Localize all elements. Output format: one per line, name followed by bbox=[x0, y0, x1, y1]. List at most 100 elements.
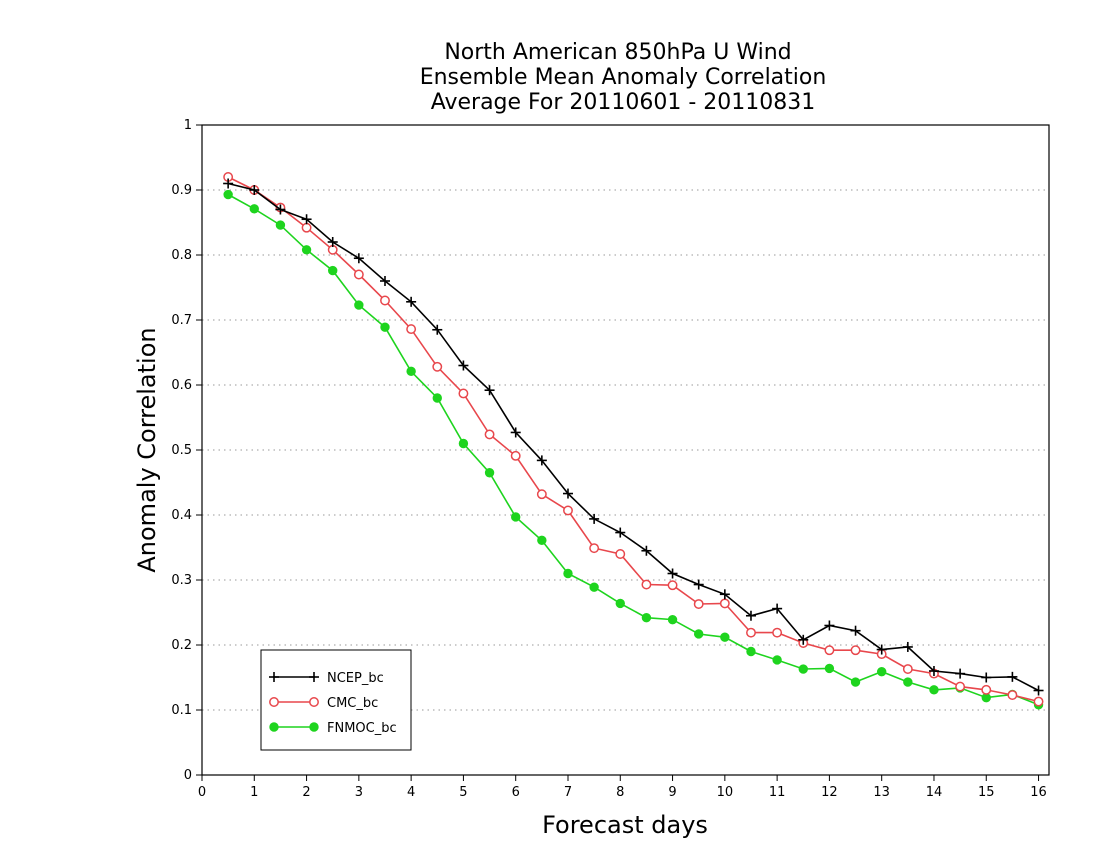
x-tick-label: 10 bbox=[717, 785, 734, 800]
y-tick-label: 0 bbox=[184, 768, 192, 783]
data-point-cmc-bc bbox=[850, 645, 861, 656]
series-layer bbox=[223, 172, 1044, 710]
data-point-cmc-bc bbox=[380, 295, 390, 306]
data-point-ncep-bc bbox=[615, 527, 626, 538]
chart-title-line-3: Average For 20110601 - 20110831 bbox=[431, 90, 816, 115]
data-point-fnmoc-bc bbox=[537, 535, 547, 546]
series-line-ncep-bc bbox=[227, 182, 1039, 692]
legend-marker-cmc-bc bbox=[309, 697, 319, 707]
x-tick-label: 3 bbox=[355, 785, 363, 800]
data-point-cmc-bc bbox=[615, 549, 626, 559]
data-point-cmc-bc bbox=[1007, 690, 1018, 700]
data-point-fnmoc-bc bbox=[380, 322, 390, 332]
data-point-fnmoc-bc bbox=[903, 677, 913, 687]
data-point-ncep-bc bbox=[353, 253, 364, 264]
data-point-ncep-bc bbox=[641, 545, 652, 556]
series-cmc-bc bbox=[223, 172, 1044, 707]
data-point-ncep-bc bbox=[824, 620, 835, 631]
data-point-fnmoc-bc bbox=[746, 646, 756, 657]
data-point-ncep-bc bbox=[301, 214, 312, 225]
x-tick-label: 16 bbox=[1030, 785, 1047, 800]
data-point-fnmoc-bc bbox=[720, 632, 730, 642]
x-tick-label: 7 bbox=[564, 785, 572, 800]
data-point-cmc-bc bbox=[484, 429, 495, 440]
x-tick-label: 15 bbox=[978, 785, 995, 800]
data-point-cmc-bc bbox=[510, 450, 521, 461]
legend-marker-ncep-bc bbox=[269, 672, 279, 682]
data-point-ncep-bc bbox=[798, 634, 809, 645]
series-fnmoc-bc bbox=[223, 189, 1044, 710]
y-tick-label: 0.1 bbox=[171, 703, 192, 718]
data-point-fnmoc-bc bbox=[223, 189, 233, 200]
chart-title-line-2: Ensemble Mean Anomaly Correlation bbox=[420, 65, 827, 90]
x-tick-label: 9 bbox=[668, 785, 676, 800]
data-point-cmc-bc bbox=[589, 543, 600, 554]
y-tick-label: 0.4 bbox=[171, 508, 192, 523]
data-point-ncep-bc bbox=[379, 276, 390, 286]
x-tick-label: 8 bbox=[616, 785, 624, 800]
chart-title: North American 850hPa U Wind Ensemble Me… bbox=[420, 40, 827, 115]
legend-box bbox=[260, 649, 412, 751]
data-point-ncep-bc bbox=[667, 568, 678, 579]
data-point-ncep-bc bbox=[249, 185, 260, 195]
data-point-fnmoc-bc bbox=[850, 677, 861, 687]
data-point-cmc-bc bbox=[955, 681, 966, 692]
y-tick-label: 0.6 bbox=[171, 378, 192, 393]
data-point-fnmoc-bc bbox=[484, 468, 495, 478]
data-point-cmc-bc bbox=[824, 645, 835, 656]
legend: NCEP_bc CMC_bc FNMOC_bc bbox=[260, 649, 412, 751]
data-point-ncep-bc bbox=[562, 488, 573, 499]
data-point-ncep-bc bbox=[1007, 671, 1018, 682]
legend-marker-fnmoc-bc bbox=[309, 722, 319, 732]
y-tick-label: 0.5 bbox=[171, 443, 192, 458]
data-point-ncep-bc bbox=[406, 296, 417, 307]
y-tick-label: 0.9 bbox=[171, 183, 192, 198]
data-point-cmc-bc bbox=[432, 361, 443, 372]
data-point-ncep-bc bbox=[536, 455, 547, 466]
data-point-cmc-bc bbox=[667, 580, 678, 591]
data-point-ncep-bc bbox=[510, 427, 521, 438]
data-point-fnmoc-bc bbox=[432, 393, 442, 403]
data-point-ncep-bc bbox=[589, 513, 600, 524]
x-tick-label: 5 bbox=[459, 785, 467, 800]
data-point-ncep-bc bbox=[223, 178, 234, 189]
legend-label-fnmoc-bc: FNMOC_bc bbox=[327, 721, 397, 736]
series-line-cmc-bc bbox=[227, 176, 1039, 703]
x-tick-label: 13 bbox=[873, 785, 890, 800]
legend-label-cmc-bc: CMC_bc bbox=[327, 696, 378, 711]
data-point-fnmoc-bc bbox=[511, 512, 521, 522]
y-tick-label: 0.7 bbox=[171, 313, 192, 328]
data-point-fnmoc-bc bbox=[876, 666, 887, 677]
data-point-fnmoc-bc bbox=[328, 265, 338, 276]
data-point-cmc-bc bbox=[406, 324, 417, 335]
data-point-cmc-bc bbox=[536, 489, 547, 500]
data-point-ncep-bc bbox=[981, 672, 992, 683]
data-point-fnmoc-bc bbox=[693, 629, 704, 639]
data-point-cmc-bc bbox=[1033, 696, 1044, 707]
data-point-ncep-bc bbox=[955, 668, 966, 679]
data-point-cmc-bc bbox=[772, 627, 783, 638]
legend-label-ncep-bc: NCEP_bc bbox=[327, 671, 384, 686]
data-point-cmc-bc bbox=[641, 579, 652, 590]
x-tick-label: 4 bbox=[407, 785, 415, 800]
data-point-ncep-bc bbox=[719, 589, 730, 600]
x-axis-label: Forecast days bbox=[542, 811, 708, 839]
data-point-ncep-bc bbox=[850, 625, 861, 636]
data-point-ncep-bc bbox=[1033, 685, 1044, 696]
gridlines bbox=[202, 189, 1049, 711]
y-tick-label: 0.2 bbox=[171, 638, 192, 653]
x-tick-label: 14 bbox=[926, 785, 943, 800]
y-axis-label: Anomaly Correlation bbox=[133, 327, 161, 572]
data-point-cmc-bc bbox=[902, 664, 913, 674]
series-ncep-bc bbox=[223, 178, 1044, 696]
data-point-ncep-bc bbox=[902, 641, 913, 652]
data-point-fnmoc-bc bbox=[249, 204, 259, 214]
data-point-fnmoc-bc bbox=[641, 613, 652, 623]
legend-marker-ncep-bc bbox=[309, 672, 319, 682]
data-point-fnmoc-bc bbox=[354, 300, 364, 310]
data-point-cmc-bc bbox=[719, 598, 730, 609]
data-point-fnmoc-bc bbox=[301, 245, 312, 255]
data-point-fnmoc-bc bbox=[406, 366, 416, 377]
